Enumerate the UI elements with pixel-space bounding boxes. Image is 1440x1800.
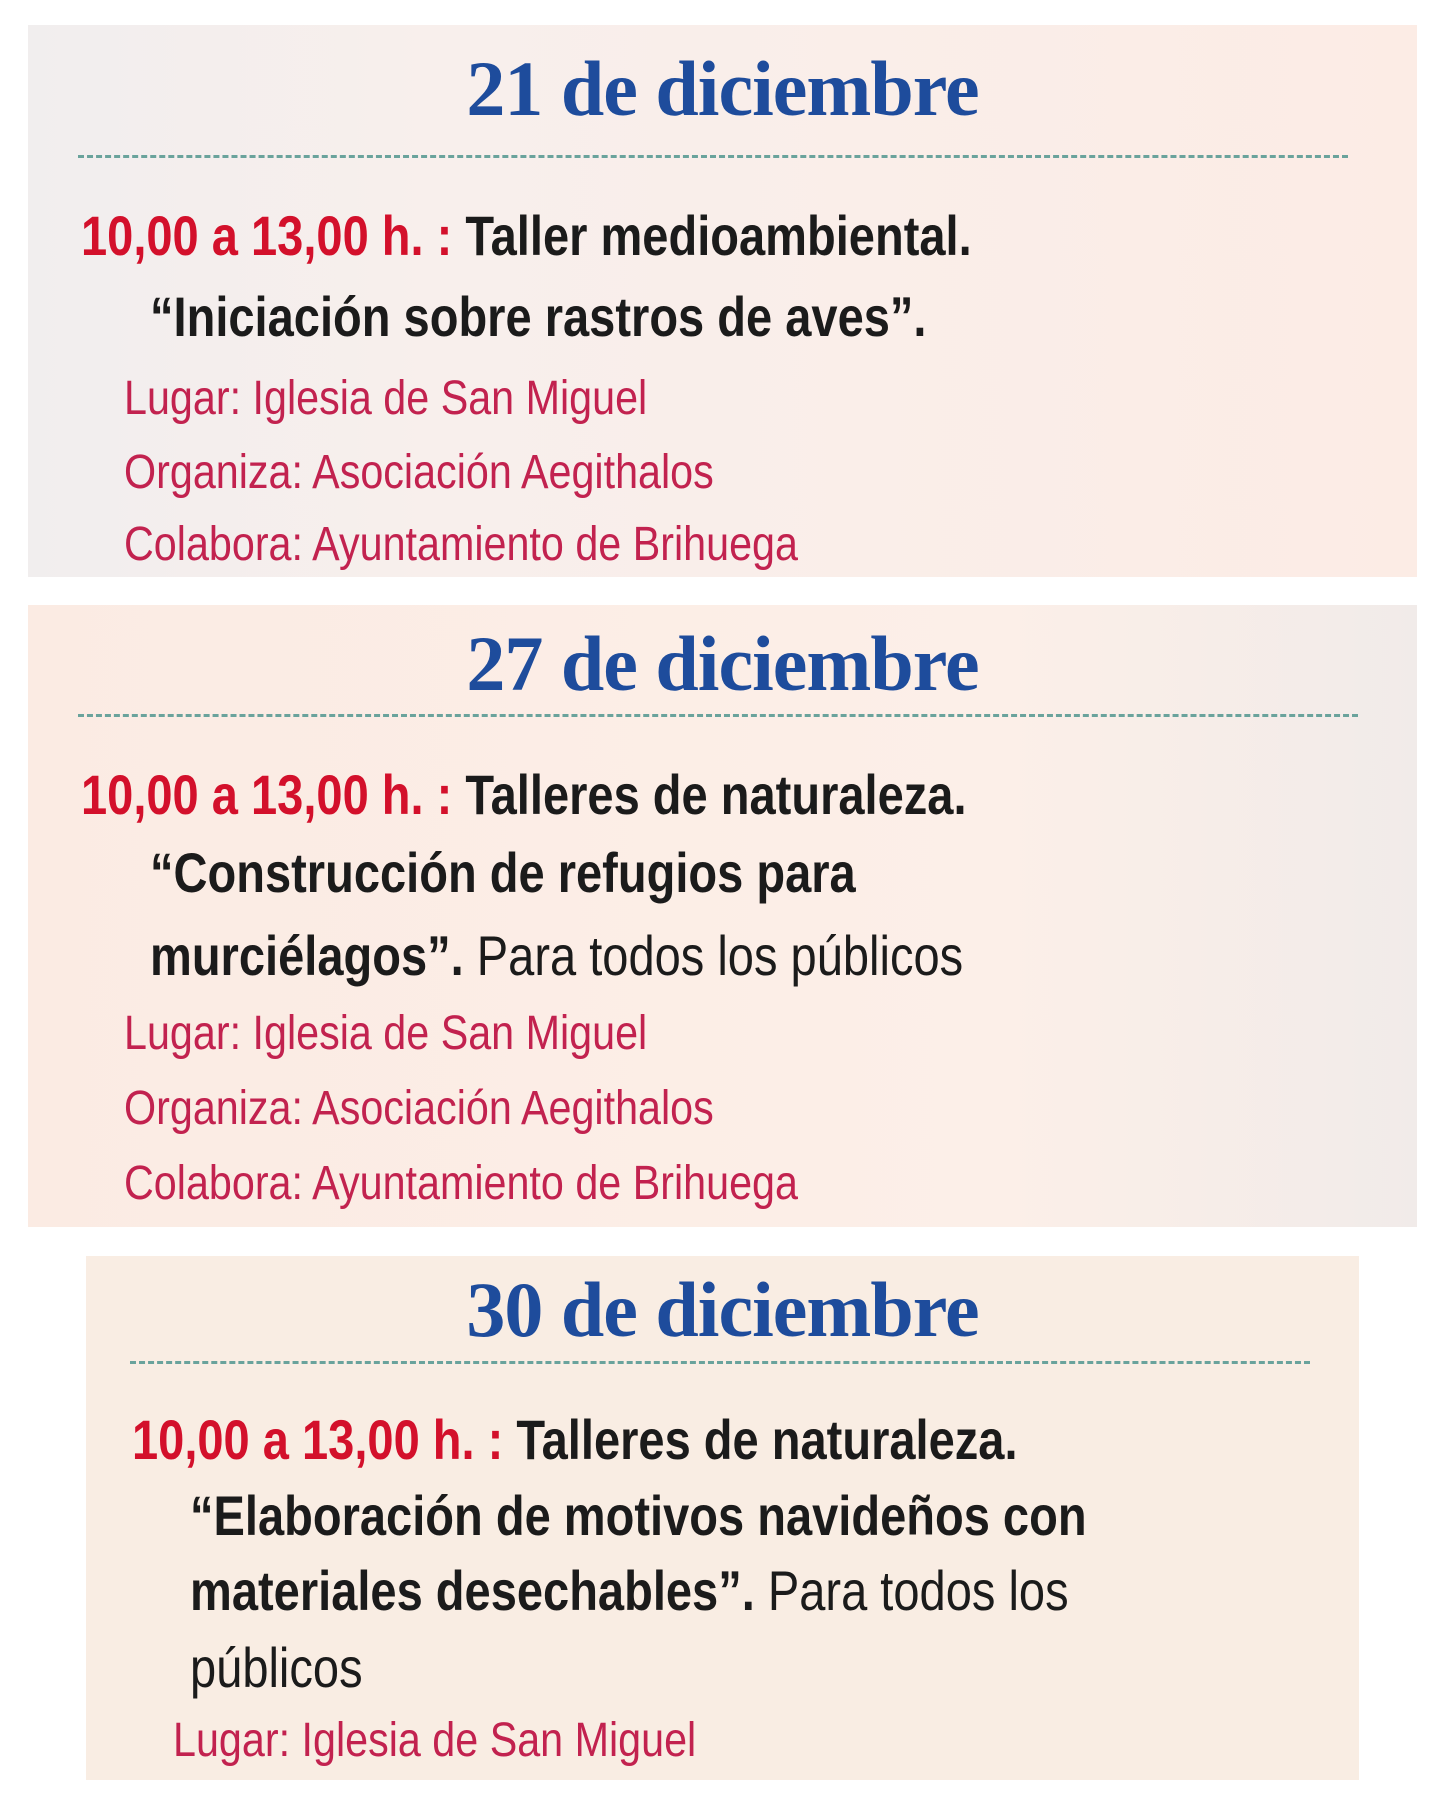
event-line: 10,00 a 13,00 h. : Taller medioambiental… xyxy=(81,208,972,264)
day-heading: 27 de diciembre xyxy=(466,620,979,707)
event-title: Talleres de naturaleza. xyxy=(465,763,967,826)
event-lugar: Lugar: Iglesia de San Miguel xyxy=(124,1007,648,1060)
event-quote-cont: materiales desechables”. Para todos los xyxy=(190,1563,1069,1619)
event-line: 10,00 a 13,00 h. : Talleres de naturalez… xyxy=(81,767,967,823)
event-audience: Para todos los públicos xyxy=(463,924,964,987)
event-quote-end: materiales desechables”. xyxy=(190,1559,755,1622)
event-lugar: Lugar: Iglesia de San Miguel xyxy=(124,372,648,425)
divider xyxy=(78,714,1358,717)
event-title: Taller medioambiental. xyxy=(465,204,972,267)
day-section-27: 27 de diciembre 10,00 a 13,00 h. : Talle… xyxy=(28,605,1417,1227)
event-organiza: Organiza: Asociación Aegithalos xyxy=(124,1082,714,1135)
day-heading: 21 de diciembre xyxy=(466,45,979,132)
event-quote: “Iniciación sobre rastros de aves”. xyxy=(150,285,927,348)
day-heading: 30 de diciembre xyxy=(466,1266,979,1353)
day-section-21: 21 de diciembre 10,00 a 13,00 h. : Talle… xyxy=(28,25,1417,577)
event-title: Talleres de naturaleza. xyxy=(516,1408,1018,1471)
event-audience: Para todos los xyxy=(754,1559,1069,1622)
event-organiza: Organiza: Asociación Aegithalos xyxy=(124,446,714,499)
event-audience-cont: públicos xyxy=(190,1636,363,1699)
event-time: 10,00 a 13,00 h. : xyxy=(132,1408,517,1471)
event-colabora: Colabora: Ayuntamiento de Brihuega xyxy=(124,518,798,571)
event-quote-cont: murciélagos”. Para todos los públicos xyxy=(150,928,963,984)
event-time: 10,00 a 13,00 h. : xyxy=(81,204,466,267)
event-quote: “Elaboración de motivos navideños con xyxy=(190,1484,1087,1547)
event-time: 10,00 a 13,00 h. : xyxy=(81,763,466,826)
event-quote: “Construcción de refugios para xyxy=(150,841,856,904)
event-lugar: Lugar: Iglesia de San Miguel xyxy=(173,1714,697,1767)
divider xyxy=(130,1361,1310,1364)
event-line: 10,00 a 13,00 h. : Talleres de naturalez… xyxy=(132,1412,1018,1468)
divider xyxy=(78,155,1348,158)
event-colabora: Colabora: Ayuntamiento de Brihuega xyxy=(124,1157,798,1210)
day-section-30: 30 de diciembre 10,00 a 13,00 h. : Talle… xyxy=(86,1256,1359,1780)
event-quote-end: murciélagos”. xyxy=(150,924,464,987)
